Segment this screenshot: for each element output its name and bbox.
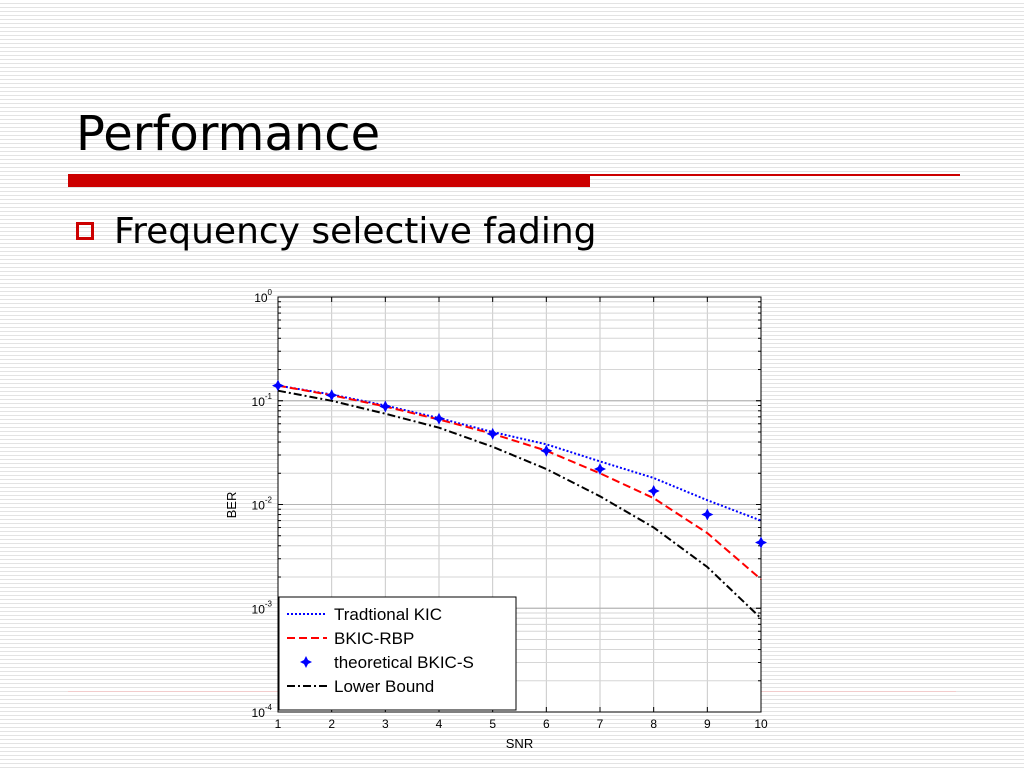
legend: Tradtional KIC BKIC-RBP theoretical BKIC-S… [278, 596, 517, 711]
y-tick-label: 100 [254, 288, 272, 305]
x-tick-label: 10 [754, 717, 768, 731]
x-tick-label: 3 [382, 717, 389, 731]
series-line [277, 389, 762, 620]
y-tick-label: 10-4 [252, 703, 273, 720]
y-tick-label: 10-1 [252, 392, 273, 409]
x-axis-label: SNR [506, 736, 533, 751]
legend-item: Lower Bound [287, 677, 434, 696]
x-tick-label: 4 [436, 717, 443, 731]
data-point [433, 412, 445, 425]
series-tradtional-kic [277, 384, 762, 522]
hollow-square-bullet-icon [76, 222, 94, 240]
data-point [755, 536, 767, 549]
plot-frame [277, 296, 762, 713]
bullet-text: Frequency selective fading [114, 210, 597, 252]
data-point [486, 427, 499, 440]
series-lower-bound [277, 389, 762, 620]
x-tick-label: 7 [597, 717, 604, 731]
data-point [300, 656, 312, 668]
x-tick-label: 6 [543, 717, 550, 731]
data-point [379, 400, 392, 413]
legend-item: theoretical BKIC-S [300, 653, 474, 672]
x-tick-label: 8 [650, 717, 657, 731]
data-point [540, 444, 553, 457]
data-point [272, 379, 284, 392]
x-tick-label: 9 [704, 717, 711, 731]
series-bkic-rbp [277, 384, 762, 581]
legend-box [278, 596, 517, 711]
ber-vs-snr-chart: 1 2 3 4 5 6 7 8 9 10 100 10-1 10-2 10-3 10-4 SNR BER Trad… [224, 288, 768, 751]
data-point [594, 462, 606, 475]
legend-label: Tradtional KIC [334, 605, 442, 624]
legend-item: BKIC-RBP [287, 629, 414, 648]
data-point [647, 484, 660, 497]
series-line [277, 384, 762, 522]
x-tick-label: 1 [275, 717, 282, 731]
legend-label: theoretical BKIC-S [334, 653, 474, 672]
legend-label: BKIC-RBP [334, 629, 414, 648]
title-accent-bar [68, 175, 590, 187]
y-axis-label: BER [224, 492, 239, 519]
x-tick-label: 2 [328, 717, 335, 731]
slide-title: Performance [76, 106, 381, 162]
x-tick-label: 5 [489, 717, 496, 731]
bullet-item: Frequency selective fading [76, 203, 597, 259]
series-theoretical-bkic-s [272, 379, 767, 549]
data-point [325, 389, 338, 402]
series-line [277, 384, 762, 581]
data-point [701, 508, 714, 521]
legend-label: Lower Bound [334, 677, 434, 696]
y-tick-label: 10-3 [252, 599, 273, 616]
legend-item: Tradtional KIC [287, 605, 442, 624]
y-tick-label: 10-2 [252, 496, 273, 513]
